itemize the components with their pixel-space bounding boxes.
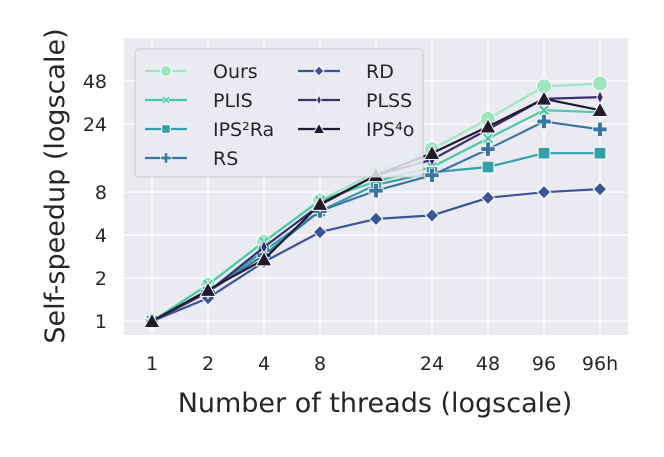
data-point (592, 181, 608, 197)
legend-label: RD (366, 61, 394, 83)
legend-label: RS (213, 148, 238, 170)
data-point (537, 146, 551, 160)
data-point (592, 75, 608, 92)
data-point (535, 89, 553, 106)
data-point (537, 104, 551, 117)
data-point (424, 207, 440, 223)
legend-label: Ours (213, 61, 258, 83)
legend-marker (312, 122, 326, 135)
series-layer (143, 75, 609, 330)
data-point (311, 195, 329, 211)
legend-item: PLSS (298, 90, 412, 112)
legend-item: Ours (145, 61, 258, 83)
data-point (368, 183, 384, 199)
x-axis-ticks: 1 2 4 8 24 48 96 96h (146, 353, 618, 375)
data-point (536, 184, 552, 200)
data-point (593, 146, 607, 160)
y-tick-label: 2 (95, 268, 107, 290)
data-point (423, 144, 441, 160)
y-tick-label: 1 (95, 311, 107, 333)
y-tick-label: 8 (95, 182, 107, 204)
y-tick-label: 48 (83, 71, 107, 93)
legend-label: PLSS (366, 90, 412, 112)
legend-label: IPS²Ra (213, 119, 274, 141)
legend-marker (161, 124, 171, 134)
data-point (536, 113, 552, 129)
data-point (480, 190, 496, 206)
x-tick-label: 96 (532, 353, 556, 375)
data-point (592, 121, 608, 137)
legend-marker (316, 94, 322, 106)
data-point (143, 312, 161, 328)
data-point (481, 160, 495, 174)
data-point (312, 224, 328, 240)
legend-item: RS (145, 148, 238, 170)
legend-label: IPS⁴o (366, 119, 414, 141)
data-point (368, 211, 384, 227)
data-point (479, 117, 497, 134)
x-tick-label: 1 (146, 353, 158, 375)
legend-label: PLIS (213, 90, 253, 112)
data-point (424, 167, 440, 183)
x-tick-label: 96h (582, 353, 618, 375)
legend-item: RD (298, 61, 394, 83)
x-tick-label: 48 (476, 353, 500, 375)
x-tick-label: 4 (258, 353, 270, 375)
legend-item: PLIS (145, 90, 253, 112)
data-point (591, 101, 609, 117)
y-tick-label: 4 (95, 225, 107, 247)
x-tick-label: 24 (420, 353, 444, 375)
data-point (199, 281, 217, 297)
legend-marker (313, 65, 325, 77)
legend: Ours PLIS IPS²Ra RS RD PLSS IPS⁴o (134, 48, 424, 178)
legend-box (134, 48, 424, 178)
x-tick-label: 2 (202, 353, 214, 375)
legend-marker (161, 95, 171, 105)
legend-marker (160, 152, 172, 164)
legend-item: IPS⁴o (298, 119, 414, 141)
y-tick-label: 24 (83, 114, 107, 136)
data-point (480, 141, 496, 157)
x-axis-title: Number of threads (logscale) (178, 388, 573, 419)
data-point (255, 250, 273, 267)
legend-item: IPS²Ra (145, 119, 274, 141)
legend-marker (160, 65, 172, 77)
x-tick-label: 8 (314, 353, 326, 375)
y-axis-title: Self-speedup (logscale) (40, 28, 71, 343)
